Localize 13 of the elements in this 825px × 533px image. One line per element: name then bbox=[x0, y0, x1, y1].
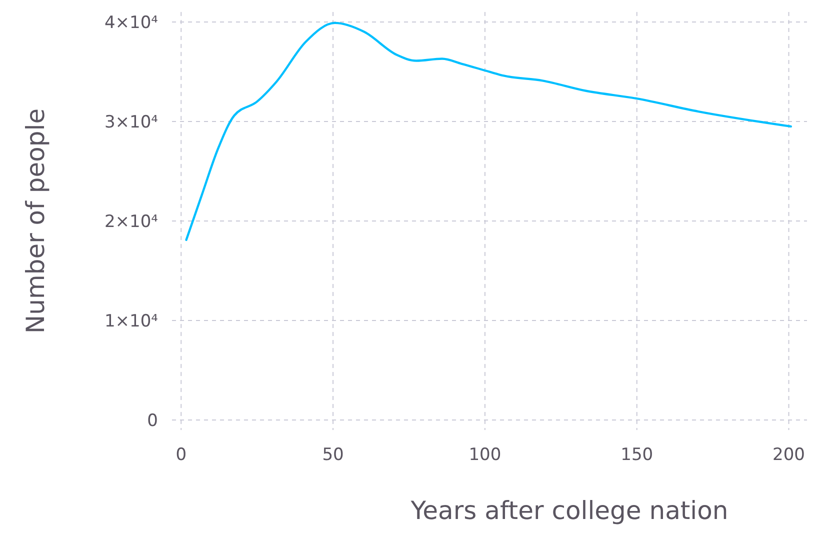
y-tick-label: 1×10⁴ bbox=[104, 312, 158, 332]
x-tick-label: 200 bbox=[772, 445, 805, 465]
y-tick-label: 2×10⁴ bbox=[104, 212, 158, 232]
y-axis-title: Number of people bbox=[21, 108, 50, 334]
x-tick-label: 150 bbox=[620, 445, 654, 465]
x-tick-label: 0 bbox=[176, 445, 187, 465]
line-series bbox=[185, 22, 792, 242]
x-tick-label: 50 bbox=[322, 445, 344, 465]
x-axis-title: Years after college nation bbox=[410, 496, 728, 525]
y-tick-label: 3×10⁴ bbox=[104, 112, 158, 132]
y-tick-label: 4×10⁴ bbox=[104, 12, 158, 33]
x-tick-label: 100 bbox=[468, 445, 502, 465]
y-tick-label: 0 bbox=[147, 411, 158, 432]
